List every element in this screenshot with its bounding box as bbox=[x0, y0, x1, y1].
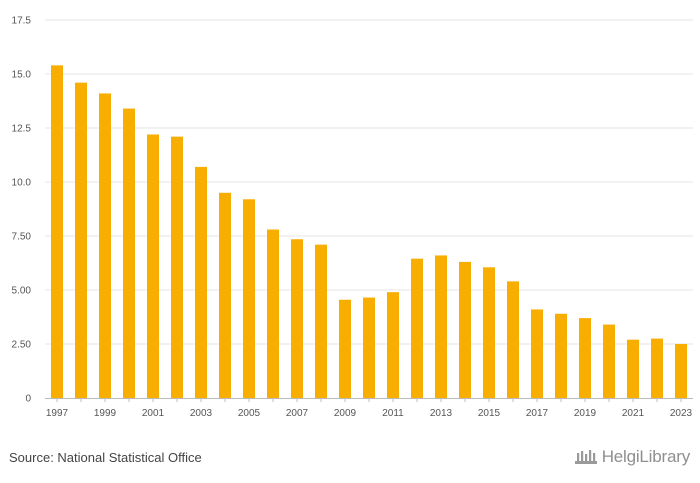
x-tick-label: 2009 bbox=[334, 408, 357, 419]
y-axis-ticks: 0 2.50 5.00 7.50 10.0 12.5 15.0 17.5 bbox=[12, 16, 32, 405]
bars bbox=[51, 65, 687, 399]
bar-chart: 0 2.50 5.00 7.50 10.0 12.5 15.0 17.5 1997 1999 20… bbox=[12, 16, 693, 419]
bar-2014[interactable] bbox=[459, 261, 471, 398]
bar-2006[interactable] bbox=[267, 229, 279, 398]
bar-2001[interactable] bbox=[147, 134, 159, 399]
bar-2007[interactable] bbox=[291, 239, 303, 398]
bar-2000[interactable] bbox=[123, 108, 135, 398]
y-tick-label: 2.50 bbox=[12, 340, 32, 351]
bar-2012[interactable] bbox=[411, 258, 423, 398]
bar-2009[interactable] bbox=[339, 299, 351, 398]
bar-1999[interactable] bbox=[99, 93, 111, 398]
y-tick-label: 0 bbox=[25, 394, 31, 405]
y-tick-label: 10.0 bbox=[12, 178, 32, 189]
bar-1998[interactable] bbox=[75, 82, 87, 398]
bar-2003[interactable] bbox=[195, 166, 207, 398]
bar-2018[interactable] bbox=[555, 313, 567, 398]
brand-name: HelgiLibrary bbox=[601, 447, 691, 466]
bar-2013[interactable] bbox=[435, 255, 447, 398]
y-tick-label: 7.50 bbox=[12, 232, 32, 243]
x-tick-label: 2021 bbox=[622, 408, 645, 419]
brand-logo[interactable]: HelgiLibrary bbox=[574, 447, 690, 467]
x-tick-label: 2019 bbox=[574, 408, 597, 419]
bar-2021[interactable] bbox=[627, 339, 639, 398]
x-tick-label: 2015 bbox=[478, 408, 501, 419]
y-tick-label: 5.00 bbox=[12, 286, 32, 297]
bar-2010[interactable] bbox=[363, 297, 375, 398]
x-tick-label: 2005 bbox=[238, 408, 261, 419]
x-tick-label: 2013 bbox=[430, 408, 453, 419]
x-tick-label: 2001 bbox=[142, 408, 165, 419]
bar-2020[interactable] bbox=[603, 324, 615, 398]
x-axis-ticks: 1997 1999 2001 2003 2005 2007 2009 2011 2013 2015… bbox=[46, 398, 693, 419]
x-tick-label: 1997 bbox=[46, 408, 69, 419]
x-tick-label: 2003 bbox=[190, 408, 213, 419]
y-tick-label: 12.5 bbox=[12, 124, 32, 135]
bar-1997[interactable] bbox=[51, 65, 63, 399]
bar-2008[interactable] bbox=[315, 244, 327, 398]
bar-2005[interactable] bbox=[243, 199, 255, 398]
x-tick-label: 1999 bbox=[94, 408, 117, 419]
x-tick-label: 2023 bbox=[670, 408, 693, 419]
library-icon bbox=[574, 450, 597, 464]
x-tick-label: 2017 bbox=[526, 408, 549, 419]
bar-2011[interactable] bbox=[387, 292, 399, 398]
source-note: Source: National Statistical Office bbox=[9, 450, 202, 465]
bar-2004[interactable] bbox=[219, 192, 231, 398]
y-tick-label: 17.5 bbox=[12, 16, 32, 27]
bar-2023[interactable] bbox=[675, 344, 687, 398]
bar-2019[interactable] bbox=[579, 318, 591, 398]
y-tick-label: 15.0 bbox=[12, 70, 32, 81]
x-tick-label: 2011 bbox=[382, 408, 404, 419]
bar-2016[interactable] bbox=[507, 281, 519, 398]
x-tick-label: 2007 bbox=[286, 408, 309, 419]
gridlines bbox=[45, 19, 693, 345]
bar-2022[interactable] bbox=[651, 338, 663, 398]
bar-2002[interactable] bbox=[171, 136, 183, 398]
bar-2017[interactable] bbox=[531, 309, 543, 398]
bar-2015[interactable] bbox=[483, 267, 495, 398]
